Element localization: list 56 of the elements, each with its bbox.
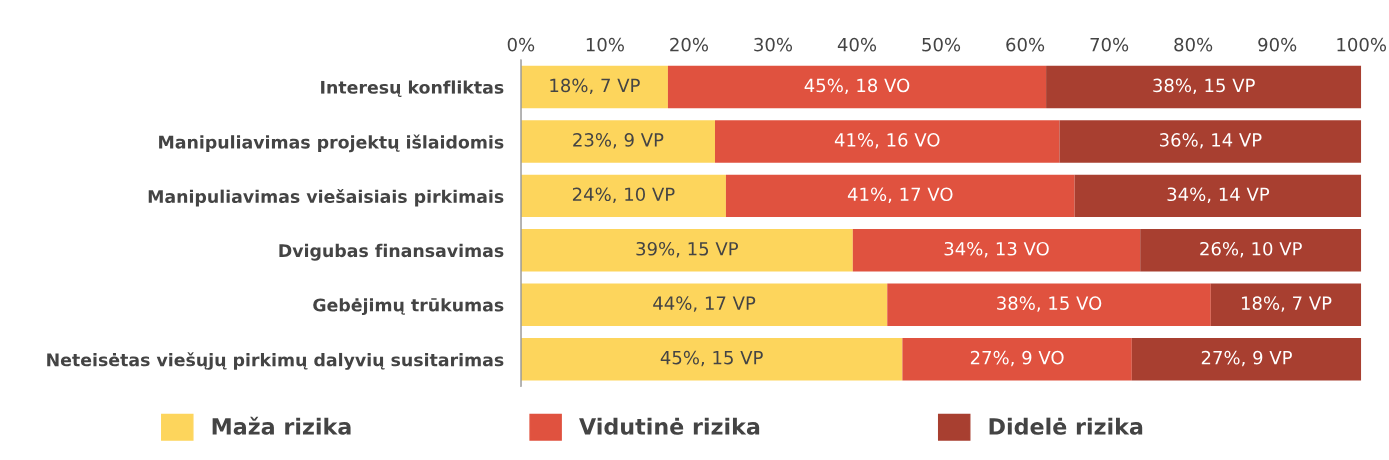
bar [852, 229, 1141, 272]
y-tick-label: Interesų konfliktas [321, 80, 504, 98]
bar [1074, 174, 1362, 218]
data-label: 24%, 10 VP [572, 187, 675, 203]
bar [714, 120, 1060, 163]
data-label: 34%, 13 VO [944, 241, 1049, 258]
data-label: 27%, 9 VP [1201, 350, 1292, 367]
x-tick-label: 40% [837, 37, 877, 52]
data-label: 38%, 15 VP [1153, 78, 1255, 95]
bar [520, 337, 903, 381]
y-tick-label: Neteisėtas viešųjų pirkimų dalyvių susitarimas [47, 352, 504, 370]
bar [520, 120, 715, 163]
bar [520, 174, 726, 218]
bar [520, 283, 888, 326]
x-tick-label: 50% [922, 37, 961, 52]
bar [902, 337, 1132, 381]
x-tick-label: 90% [1258, 37, 1297, 52]
data-label: 38%, 15 VO [997, 296, 1102, 312]
x-tick-label: 80% [1174, 37, 1213, 52]
data-label: 41%, 17 VO [847, 187, 953, 203]
y-tick-label: Manipuliavimas projektų išlaidomis [159, 134, 504, 153]
bar [1140, 229, 1362, 272]
bar [520, 65, 668, 109]
data-label: 45%, 18 VO [804, 78, 910, 95]
y-tick-label: Manipuliavimas viešaisiais pirkimais [148, 188, 504, 207]
x-tick-label: 30% [754, 37, 793, 52]
x-tick-label: 60% [1006, 37, 1045, 52]
x-tick-label: 0% [507, 37, 535, 52]
data-label: 44%, 17 VP [653, 296, 756, 312]
x-tick-label: 10% [586, 37, 624, 52]
data-label: 23%, 9 VP [573, 133, 664, 149]
x-tick-label: 20% [670, 37, 709, 52]
data-label: 41%, 16 VO [834, 133, 940, 149]
bar [667, 65, 1047, 109]
legend-label: Maža rizika [212, 416, 351, 435]
legend-label: Didelė rizika [989, 417, 1143, 435]
data-label: 26%, 10 VP [1200, 241, 1302, 258]
data-label: 45%, 15 VP [660, 350, 763, 367]
bar [1046, 65, 1362, 109]
bar [520, 229, 853, 272]
data-label: 36%, 14 VP [1159, 133, 1262, 149]
legend-label: Vidutinė rizika [579, 417, 760, 435]
data-label: 18%, 7 VP [1241, 296, 1332, 312]
data-label: 27%, 9 VO [970, 350, 1064, 367]
data-label: 18%, 7 VP [550, 78, 640, 95]
bar [725, 174, 1075, 218]
bar [887, 283, 1211, 326]
y-tick-label: Dvigubas finansavimas [279, 243, 504, 261]
x-tick-label: 100% [1337, 37, 1387, 52]
data-label: 34%, 14 VP [1167, 187, 1270, 203]
x-tick-label: 70% [1090, 37, 1129, 52]
bar [1131, 337, 1362, 381]
bar [1210, 283, 1362, 326]
data-label: 39%, 15 VP [636, 241, 739, 258]
bar [1059, 120, 1362, 163]
y-tick-label: Gebėjimų trūkumas [313, 298, 504, 316]
